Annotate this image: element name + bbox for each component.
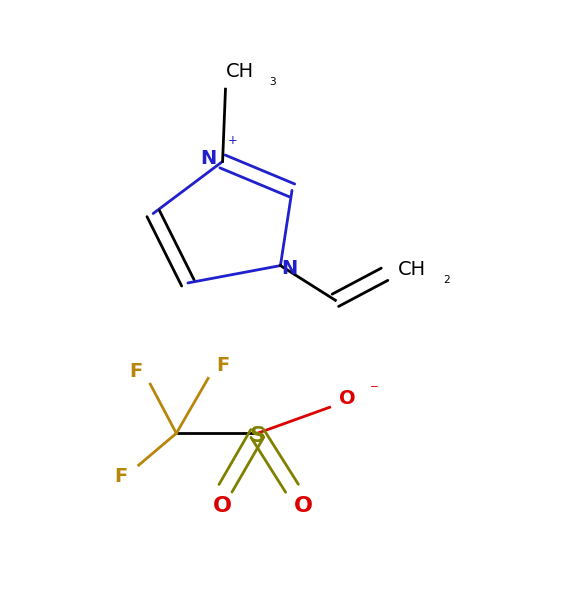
Text: F: F <box>129 362 142 381</box>
Text: $_3$: $_3$ <box>269 73 277 88</box>
Text: O: O <box>339 389 355 408</box>
Text: F: F <box>216 356 229 375</box>
Text: $_2$: $_2$ <box>443 271 451 286</box>
Text: O: O <box>213 495 232 515</box>
Text: O: O <box>294 495 313 515</box>
Text: $^+$: $^+$ <box>225 135 238 153</box>
Text: N: N <box>281 259 297 278</box>
Text: CH: CH <box>226 62 254 81</box>
Text: $^-$: $^-$ <box>367 383 379 399</box>
Text: F: F <box>114 467 128 486</box>
Text: CH: CH <box>398 260 426 279</box>
Text: S: S <box>249 426 265 446</box>
Text: N: N <box>200 149 216 168</box>
